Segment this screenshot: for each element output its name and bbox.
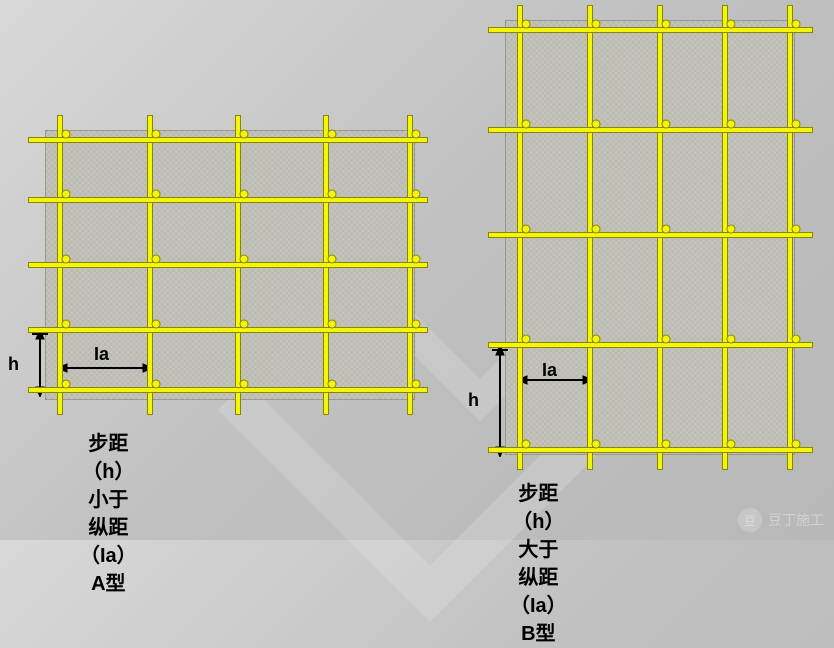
caption-b-line2: B型	[521, 623, 555, 645]
joint-coupler	[792, 120, 801, 129]
joint-coupler	[592, 225, 601, 234]
joint-coupler	[62, 320, 71, 329]
caption-a: 步距（h）小于纵距（Ia） A型	[80, 430, 137, 598]
watermark: 豆 豆丁施工	[738, 508, 824, 532]
joint-coupler	[522, 120, 531, 129]
caption-b: 步距（h）大于纵距（Ia） B型	[510, 480, 567, 648]
joint-coupler	[328, 380, 337, 389]
caption-b-line1: 步距（h）大于纵距（Ia）	[510, 483, 567, 617]
joint-coupler	[62, 255, 71, 264]
joint-coupler	[412, 130, 421, 139]
horizontal-bar	[28, 262, 428, 268]
horizontal-bar	[488, 447, 813, 453]
joint-coupler	[240, 255, 249, 264]
joint-coupler	[522, 20, 531, 29]
joint-coupler	[662, 335, 671, 344]
joint-coupler	[592, 120, 601, 129]
joint-coupler	[240, 320, 249, 329]
dim-la-label-a: Ia	[94, 344, 109, 365]
joint-coupler	[592, 440, 601, 449]
joint-coupler	[727, 225, 736, 234]
watermark-text: 豆丁施工	[768, 510, 824, 530]
joint-coupler	[592, 335, 601, 344]
joint-coupler	[62, 380, 71, 389]
dim-h-label-b: h	[468, 390, 479, 411]
joint-coupler	[792, 225, 801, 234]
joint-coupler	[662, 20, 671, 29]
dim-h-arrow-b	[490, 345, 510, 457]
joint-coupler	[240, 380, 249, 389]
joint-coupler	[522, 335, 531, 344]
horizontal-bar	[28, 327, 428, 333]
caption-a-line1: 步距（h）小于纵距（Ia）	[80, 433, 137, 567]
joint-coupler	[412, 190, 421, 199]
joint-coupler	[152, 255, 161, 264]
caption-a-line2: A型	[91, 573, 125, 595]
joint-coupler	[727, 335, 736, 344]
joint-coupler	[152, 190, 161, 199]
joint-coupler	[328, 130, 337, 139]
joint-coupler	[152, 130, 161, 139]
joint-coupler	[152, 320, 161, 329]
joint-coupler	[152, 380, 161, 389]
watermark-icon: 豆	[738, 508, 762, 532]
dim-h-label-a: h	[8, 354, 19, 375]
joint-coupler	[328, 320, 337, 329]
joint-coupler	[727, 440, 736, 449]
horizontal-bar	[28, 197, 428, 203]
joint-coupler	[662, 440, 671, 449]
joint-coupler	[62, 190, 71, 199]
joint-coupler	[792, 440, 801, 449]
joint-coupler	[412, 255, 421, 264]
joint-coupler	[328, 255, 337, 264]
horizontal-bar	[28, 387, 428, 393]
horizontal-bar	[488, 232, 813, 238]
horizontal-bar	[488, 27, 813, 33]
joint-coupler	[662, 225, 671, 234]
joint-coupler	[592, 20, 601, 29]
joint-coupler	[522, 225, 531, 234]
joint-coupler	[522, 440, 531, 449]
joint-coupler	[792, 20, 801, 29]
joint-coupler	[62, 130, 71, 139]
joint-coupler	[412, 380, 421, 389]
dim-la-label-b: Ia	[542, 360, 557, 381]
joint-coupler	[328, 190, 337, 199]
horizontal-bar	[488, 127, 813, 133]
joint-coupler	[240, 190, 249, 199]
joint-coupler	[662, 120, 671, 129]
horizontal-bar	[28, 137, 428, 143]
joint-coupler	[412, 320, 421, 329]
joint-coupler	[727, 120, 736, 129]
horizontal-bar	[488, 342, 813, 348]
joint-coupler	[727, 20, 736, 29]
joint-coupler	[792, 335, 801, 344]
joint-coupler	[240, 130, 249, 139]
